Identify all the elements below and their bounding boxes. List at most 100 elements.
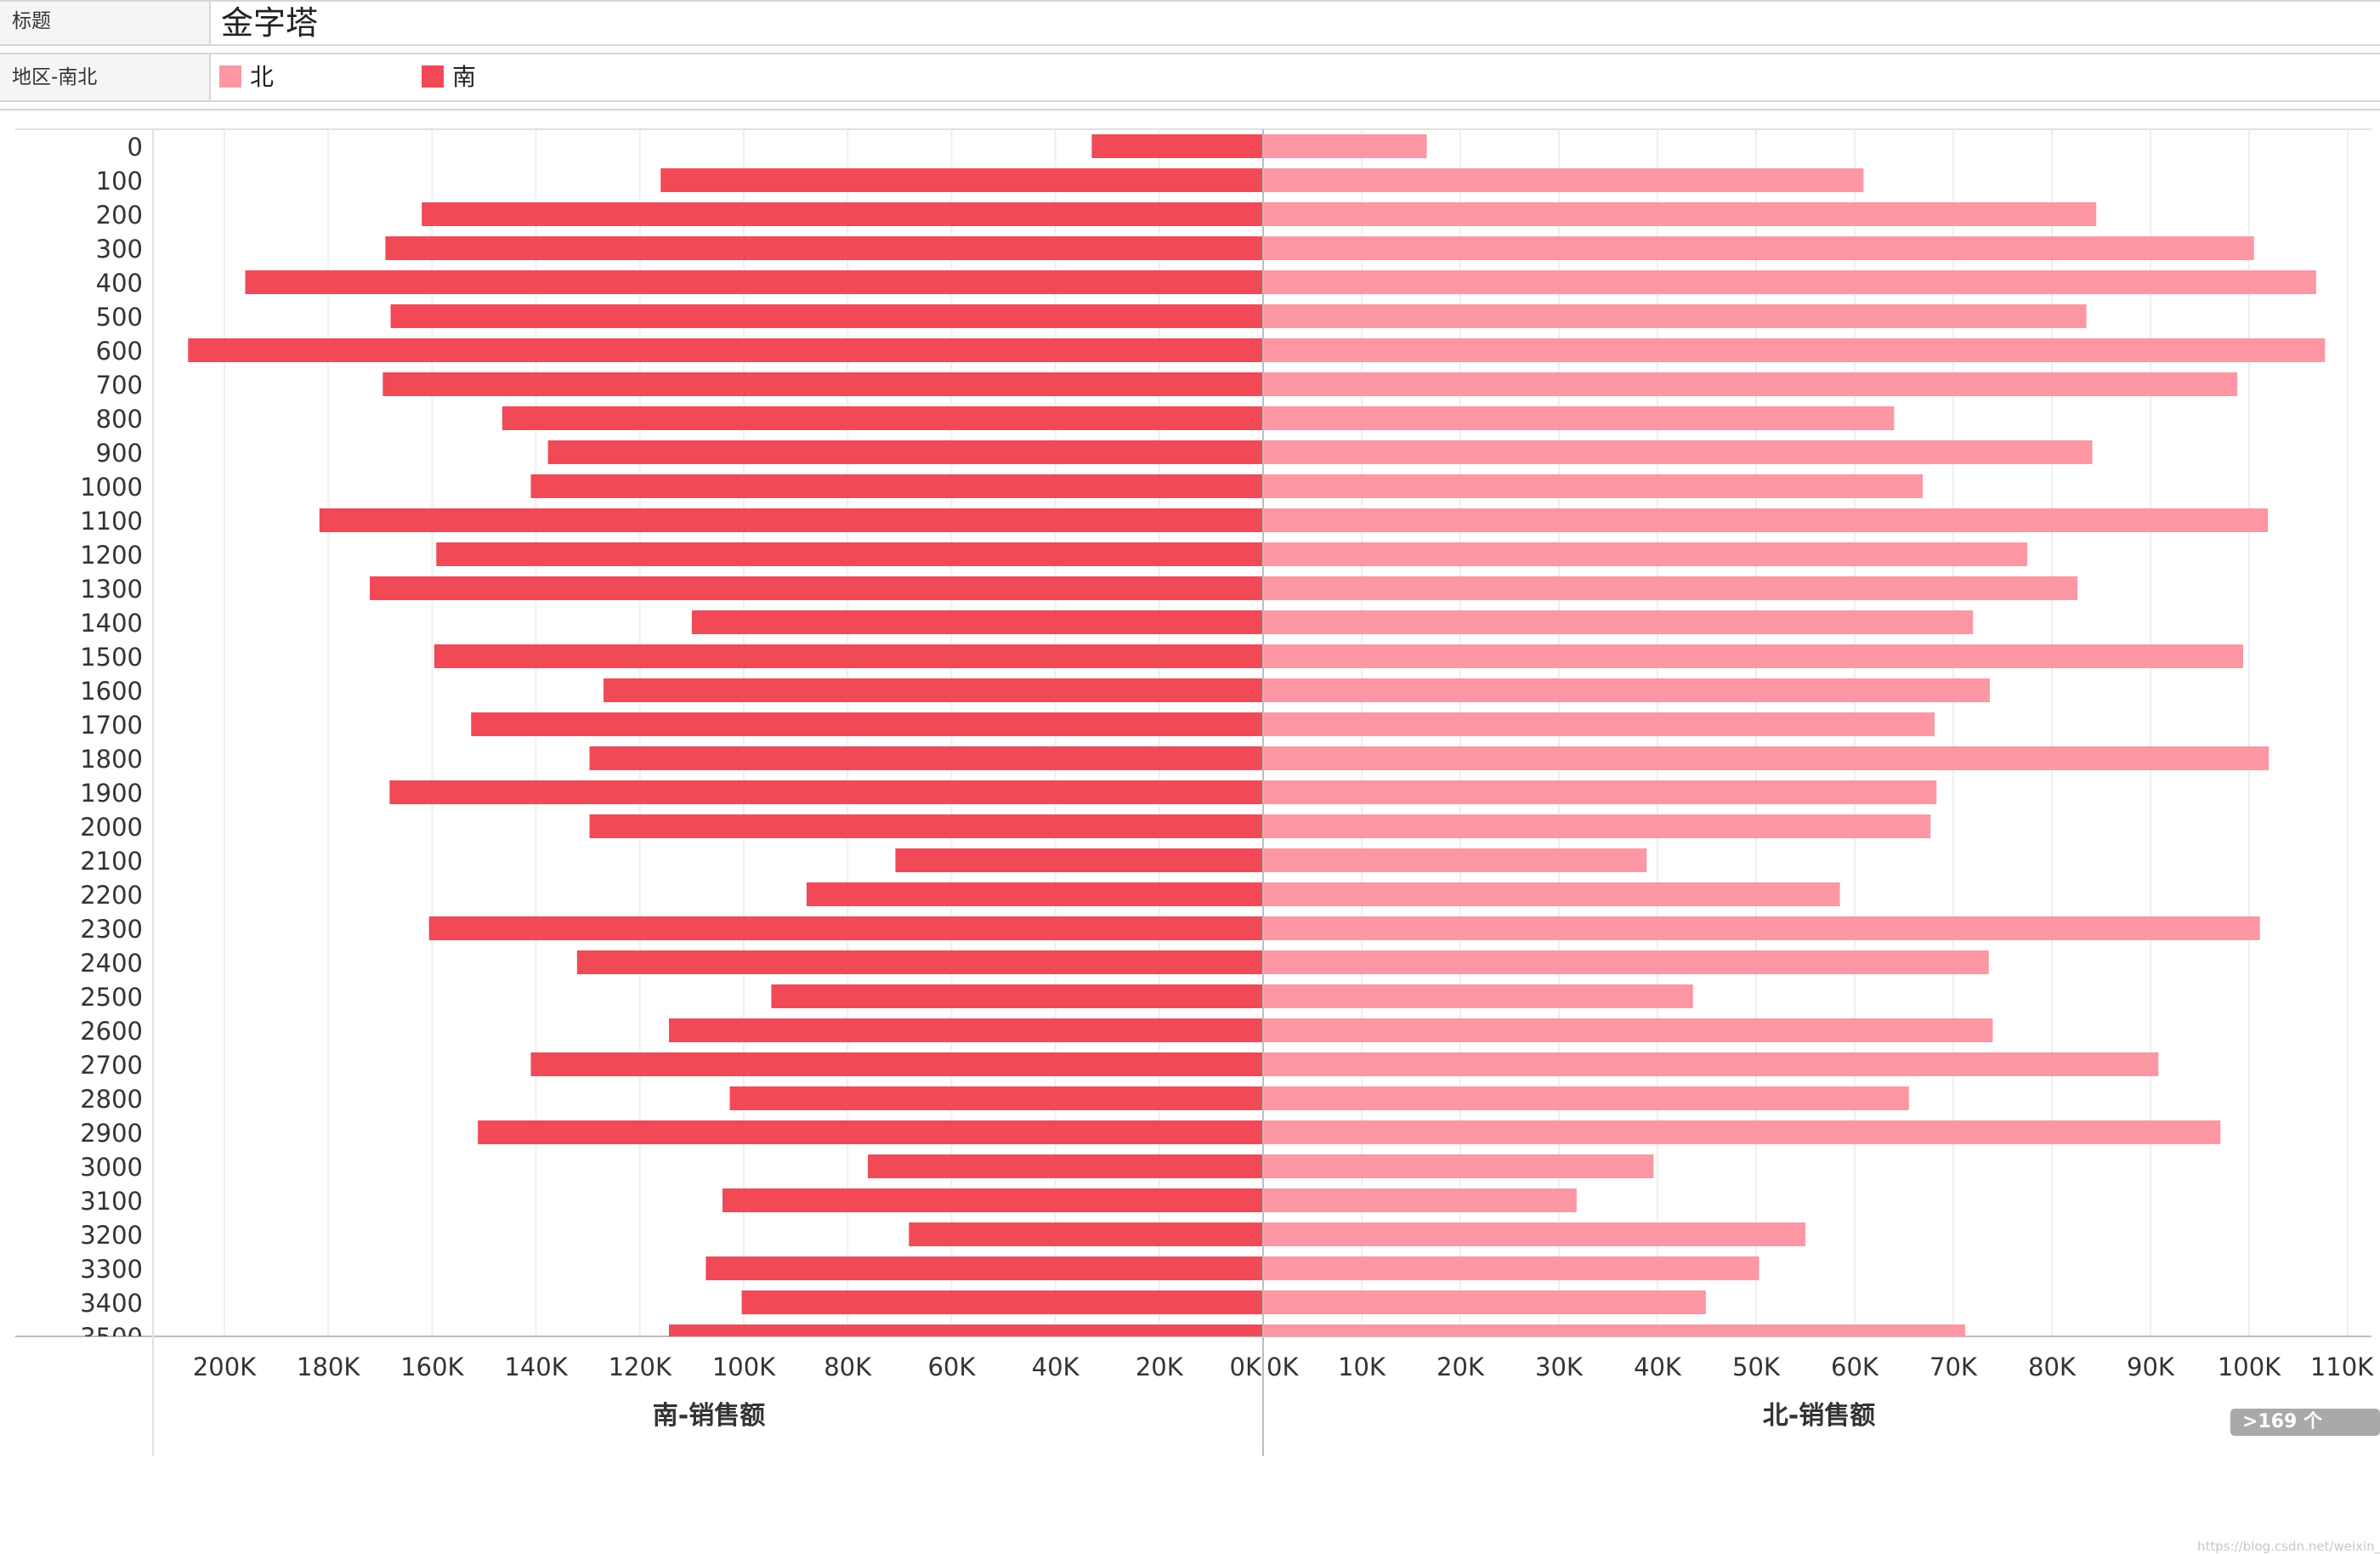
bar-south-500[interactable] <box>390 304 1263 328</box>
bar-south-1400[interactable] <box>691 610 1263 634</box>
bar-north-2000[interactable] <box>1263 814 1931 838</box>
bar-south-1600[interactable] <box>604 678 1263 702</box>
bar-south-1100[interactable] <box>319 508 1263 532</box>
bar-south-2700[interactable] <box>530 1052 1263 1076</box>
tick-label-north: 60K <box>1831 1353 1879 1381</box>
bar-south-600[interactable] <box>188 338 1264 362</box>
bar-north-800[interactable] <box>1263 406 1895 430</box>
bar-south-3000[interactable] <box>868 1154 1263 1178</box>
bar-north-600[interactable] <box>1263 338 2326 362</box>
category-label: 3400 <box>80 1289 143 1318</box>
bar-south-1800[interactable] <box>589 746 1263 770</box>
bar-north-2700[interactable] <box>1263 1052 2159 1076</box>
bar-south-0[interactable] <box>1091 134 1263 158</box>
bar-south-1500[interactable] <box>434 644 1263 668</box>
bar-north-2300[interactable] <box>1263 916 2260 940</box>
bar-north-1500[interactable] <box>1263 644 2244 668</box>
bar-south-1700[interactable] <box>471 712 1263 736</box>
bar-south-3400[interactable] <box>741 1290 1263 1314</box>
bar-south-3500[interactable] <box>669 1324 1263 1348</box>
bar-south-2900[interactable] <box>478 1120 1263 1144</box>
bar-south-300[interactable] <box>385 236 1263 260</box>
tick-label-south: 200K <box>193 1353 257 1381</box>
category-label: 300 <box>96 235 143 264</box>
bar-north-2800[interactable] <box>1263 1086 1909 1110</box>
bar-north-1900[interactable] <box>1263 780 1937 804</box>
axis-title-south: 南-销售额 <box>653 1401 765 1431</box>
category-label: 2500 <box>80 983 143 1012</box>
category-label: 2200 <box>80 881 143 910</box>
bar-north-3200[interactable] <box>1263 1222 1805 1246</box>
bar-north-3300[interactable] <box>1263 1256 1760 1280</box>
legend-item-south[interactable]: 南 <box>422 54 476 100</box>
bar-south-2500[interactable] <box>771 984 1263 1008</box>
category-label: 800 <box>96 405 143 434</box>
category-label: 2400 <box>80 949 143 978</box>
bar-north-1000[interactable] <box>1263 474 1924 498</box>
bar-north-3000[interactable] <box>1263 1154 1654 1178</box>
bar-north-2500[interactable] <box>1263 984 1693 1008</box>
bar-south-2000[interactable] <box>589 814 1263 838</box>
bar-south-2200[interactable] <box>806 882 1263 906</box>
bar-south-2400[interactable] <box>576 950 1263 974</box>
bar-north-1700[interactable] <box>1263 712 1935 736</box>
bar-north-200[interactable] <box>1263 202 2097 226</box>
tick-label-north: 0K <box>1266 1353 1299 1381</box>
bar-north-2600[interactable] <box>1263 1018 1993 1042</box>
bar-south-1900[interactable] <box>389 780 1264 804</box>
bar-south-2600[interactable] <box>669 1018 1263 1042</box>
category-label: 1200 <box>80 541 143 570</box>
bar-south-800[interactable] <box>502 406 1263 430</box>
bar-north-900[interactable] <box>1263 440 2093 464</box>
bar-north-2100[interactable] <box>1263 848 1647 872</box>
bar-south-400[interactable] <box>245 270 1264 294</box>
bar-north-1100[interactable] <box>1263 508 2269 532</box>
bar-south-2800[interactable] <box>729 1086 1263 1110</box>
null-count-badge[interactable]: >169 个 null <box>2230 1409 2380 1460</box>
bar-south-1200[interactable] <box>436 542 1263 566</box>
bar-south-3100[interactable] <box>722 1188 1263 1212</box>
bar-north-500[interactable] <box>1263 304 2087 328</box>
legend-item-north[interactable]: 北 <box>219 54 274 100</box>
bar-south-2300[interactable] <box>428 916 1263 940</box>
bar-north-700[interactable] <box>1263 372 2238 396</box>
bar-north-2200[interactable] <box>1263 882 1840 906</box>
bar-north-300[interactable] <box>1263 236 2254 260</box>
tick-label-north: 80K <box>2028 1353 2077 1381</box>
bar-south-3300[interactable] <box>706 1256 1263 1280</box>
bar-south-100[interactable] <box>660 168 1263 192</box>
bar-north-1800[interactable] <box>1263 746 2270 770</box>
bar-north-2400[interactable] <box>1263 950 1989 974</box>
bar-south-3200[interactable] <box>909 1222 1263 1246</box>
bar-north-3100[interactable] <box>1263 1188 1577 1212</box>
bar-south-2100[interactable] <box>895 848 1263 872</box>
tick-label-north: 90K <box>2127 1353 2175 1381</box>
bar-north-400[interactable] <box>1263 270 2316 294</box>
category-label: 600 <box>96 337 143 366</box>
category-label: 900 <box>96 439 143 468</box>
bar-north-1600[interactable] <box>1263 678 1990 702</box>
watermark: https://blog.csdn.net/weixin_ <box>2197 1539 2380 1554</box>
bar-south-1300[interactable] <box>370 576 1264 600</box>
category-label: 2700 <box>80 1051 143 1080</box>
title-field-label: 标题 <box>0 2 211 44</box>
bar-south-200[interactable] <box>422 202 1263 226</box>
tick-label-north: 70K <box>1930 1353 1978 1381</box>
bar-south-1000[interactable] <box>530 474 1263 498</box>
bar-north-1400[interactable] <box>1263 610 1974 634</box>
tick-label-north: 50K <box>1732 1353 1781 1381</box>
title-row: 标题 金字塔 <box>0 0 2380 46</box>
bar-north-3400[interactable] <box>1263 1290 1706 1314</box>
bar-north-1200[interactable] <box>1263 542 2027 566</box>
bar-south-900[interactable] <box>547 440 1263 464</box>
bar-north-1300[interactable] <box>1263 576 2078 600</box>
bar-north-0[interactable] <box>1263 134 1427 158</box>
bar-south-700[interactable] <box>382 372 1264 396</box>
legend-swatch-north <box>219 65 241 88</box>
bar-north-3500[interactable] <box>1263 1324 1965 1348</box>
category-label: 2000 <box>80 813 143 842</box>
bar-north-100[interactable] <box>1263 168 1864 192</box>
bar-north-2900[interactable] <box>1263 1120 2221 1144</box>
tick-label-north: 10K <box>1338 1353 1386 1381</box>
tick-label-south: 160K <box>400 1353 464 1381</box>
